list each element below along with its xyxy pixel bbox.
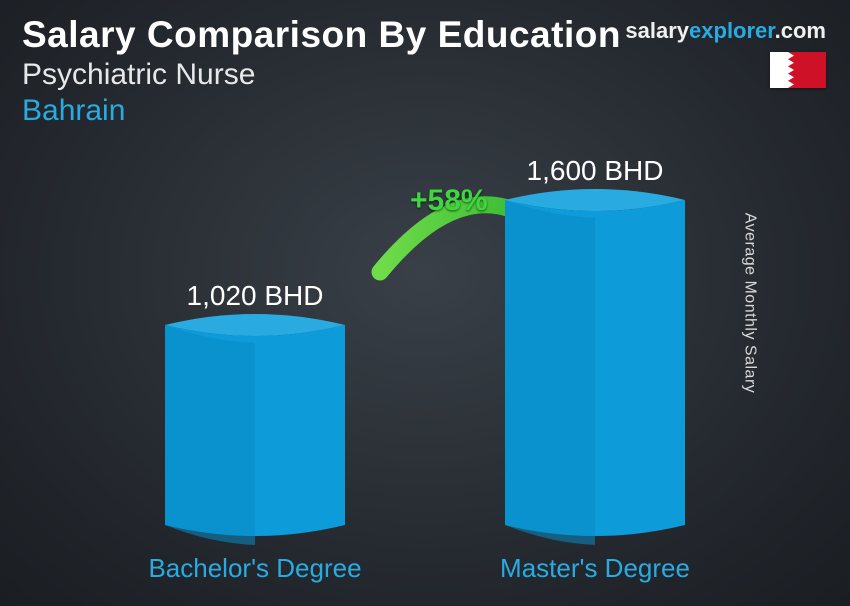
location-label: Bahrain (22, 94, 828, 128)
bar-shape (160, 325, 350, 545)
bar-masters: 1,600 BHD Master's Degree (470, 200, 720, 584)
bar-bachelors: 1,020 BHD Bachelor's Degree (130, 325, 380, 584)
bar-category-label: Bachelor's Degree (130, 553, 380, 584)
brand-logo: salaryexplorer.com (625, 20, 826, 42)
brand-part1: salary (625, 18, 689, 43)
job-subtitle: Psychiatric Nurse (22, 58, 828, 92)
brand-part2: explorer (689, 18, 775, 43)
country-flag-icon (770, 52, 826, 88)
bar-shape (500, 200, 690, 545)
bar-chart: +58% 1,020 BHD Bachelor's Degree 1,600 B… (60, 144, 770, 584)
brand-part3: .com (775, 18, 826, 43)
bar-category-label: Master's Degree (470, 553, 720, 584)
